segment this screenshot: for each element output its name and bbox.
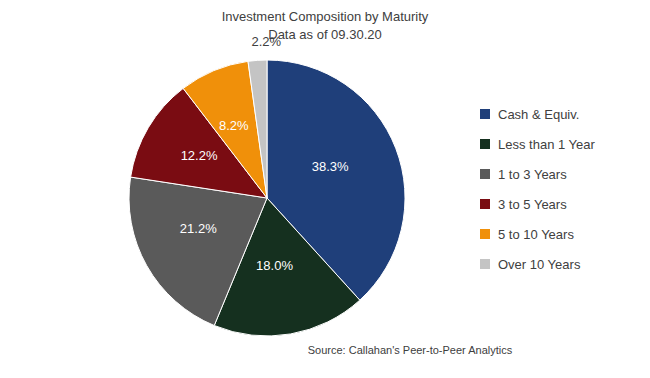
svg-text:21.2%: 21.2% <box>180 221 217 236</box>
html-text:Source: Callahan's Peer-to-Pee: Source: Callahan's Peer-to-Peer Analytic… <box>307 344 513 356</box>
html-text:Data as of 09.30.20: Data as of 09.30.20 <box>268 27 382 42</box>
svg-text:8.2%: 8.2% <box>219 118 249 133</box>
html-text:1 to 3 Years: 1 to 3 Years <box>498 166 567 182</box>
html-text:Cash & Equiv.: Cash & Equiv. <box>498 106 580 122</box>
svg-text:18.0%: 18.0% <box>256 258 293 273</box>
html-text:5 to 10 Years: 5 to 10 Years <box>498 226 574 242</box>
html-text:Investment Composition by Matu: Investment Composition by Maturity <box>221 9 429 24</box>
svg-text:38.3%: 38.3% <box>312 159 349 174</box>
svg-text:12.2%: 12.2% <box>181 148 218 163</box>
html-text:Less than 1 Year: Less than 1 Year <box>498 136 595 152</box>
html-text:3 to 5 Years: 3 to 5 Years <box>498 196 567 212</box>
svg-text:2.2%: 2.2% <box>252 34 282 49</box>
html-text:Over 10 Years: Over 10 Years <box>498 256 581 272</box>
